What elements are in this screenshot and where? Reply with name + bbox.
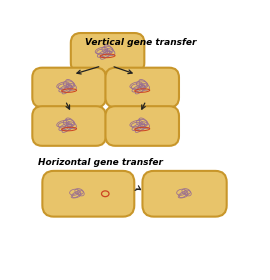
FancyBboxPatch shape [32,106,106,146]
Text: Vertical gene transfer: Vertical gene transfer [85,38,196,47]
FancyBboxPatch shape [106,106,179,146]
FancyBboxPatch shape [106,68,179,107]
FancyBboxPatch shape [42,171,134,217]
FancyBboxPatch shape [143,171,227,217]
FancyBboxPatch shape [32,68,106,107]
FancyArrowPatch shape [135,186,140,190]
FancyBboxPatch shape [71,33,144,73]
Text: Horizontal gene transfer: Horizontal gene transfer [38,158,163,167]
